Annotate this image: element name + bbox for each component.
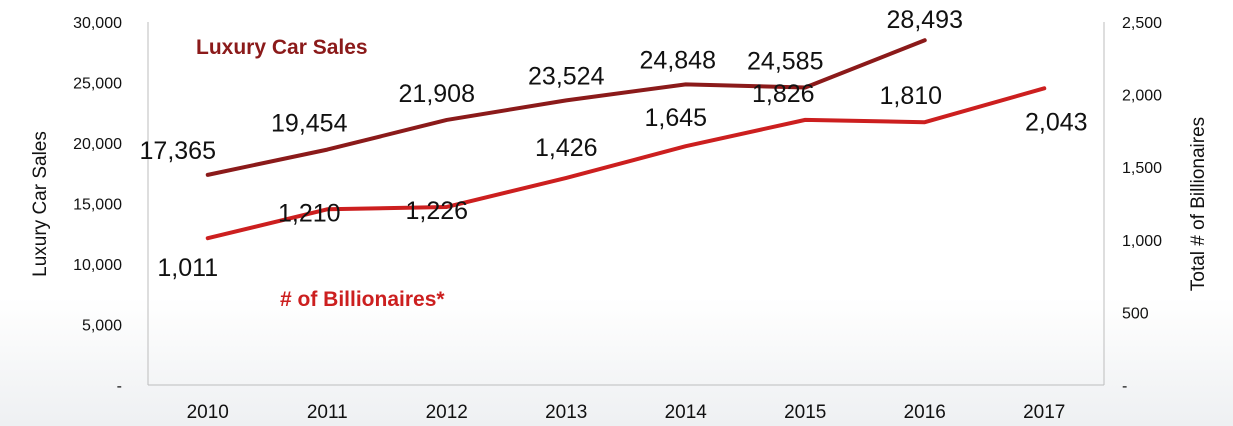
x-tick-label: 2017 (1023, 402, 1065, 423)
data-label: 1,426 (535, 134, 598, 162)
x-tick-label: 2011 (307, 402, 348, 423)
right-y-tick-label: 2,000 (1122, 88, 1162, 105)
x-tick-labels: 2010 2011 2012 2013 2014 2015 2016 2017 (187, 402, 1066, 423)
left-y-tick-label: 25,000 (73, 76, 122, 93)
left-y-axis-title: Luxury Car Sales (30, 131, 51, 277)
data-label: 24,848 (640, 46, 716, 74)
data-label: 1,226 (405, 197, 468, 225)
left-y-tick-label: 10,000 (73, 257, 122, 274)
right-y-axis-title: Total # of Billionaires (1188, 117, 1209, 291)
x-tick-label: 2012 (426, 402, 468, 423)
data-label: 1,210 (278, 199, 341, 227)
data-label: 19,454 (271, 110, 348, 138)
data-label: 17,365 (140, 137, 216, 165)
left-y-tick-label: 15,000 (73, 197, 122, 214)
series-label-luxury-car-sales: Luxury Car Sales (196, 36, 368, 59)
left-y-tick-label: 30,000 (73, 15, 122, 32)
right-y-tick-labels: - 500 1,000 1,500 2,000 2,500 (1122, 15, 1162, 395)
data-label: 2,043 (1025, 108, 1088, 136)
x-tick-label: 2013 (545, 402, 587, 423)
x-tick-label: 2010 (187, 402, 229, 423)
right-y-tick-label: 2,500 (1122, 15, 1162, 32)
left-y-tick-label: - (117, 378, 122, 395)
left-y-tick-label: 20,000 (73, 136, 122, 153)
right-y-tick-label: 1,000 (1122, 233, 1162, 250)
right-y-tick-label: - (1122, 378, 1127, 395)
data-label: 21,908 (399, 80, 475, 108)
series-line-luxury-car-sales (205, 38, 927, 177)
left-y-tick-labels: - 5,000 10,000 15,000 20,000 25,000 30,000 (73, 15, 122, 395)
data-label: 28,493 (887, 6, 963, 34)
x-tick-label: 2014 (665, 402, 708, 423)
series-label-billionaires: # of Billionaires* (280, 288, 445, 311)
x-tick-label: 2015 (784, 402, 826, 423)
series-layer: 17,365 19,454 21,908 23,524 24,848 24,585 28,4… (140, 6, 1088, 282)
left-y-tick-label: 5,000 (82, 318, 122, 335)
data-label: 1,826 (752, 80, 815, 108)
data-label: 23,524 (528, 62, 605, 90)
series-line-billionaires (205, 86, 1047, 241)
right-y-tick-label: 500 (1122, 305, 1149, 322)
data-label: 1,011 (157, 254, 218, 282)
right-y-tick-label: 1,500 (1122, 160, 1162, 177)
data-label: 24,585 (747, 48, 823, 76)
x-tick-label: 2016 (904, 402, 946, 423)
data-label: 1,810 (879, 82, 942, 110)
data-label: 1,645 (644, 104, 707, 132)
